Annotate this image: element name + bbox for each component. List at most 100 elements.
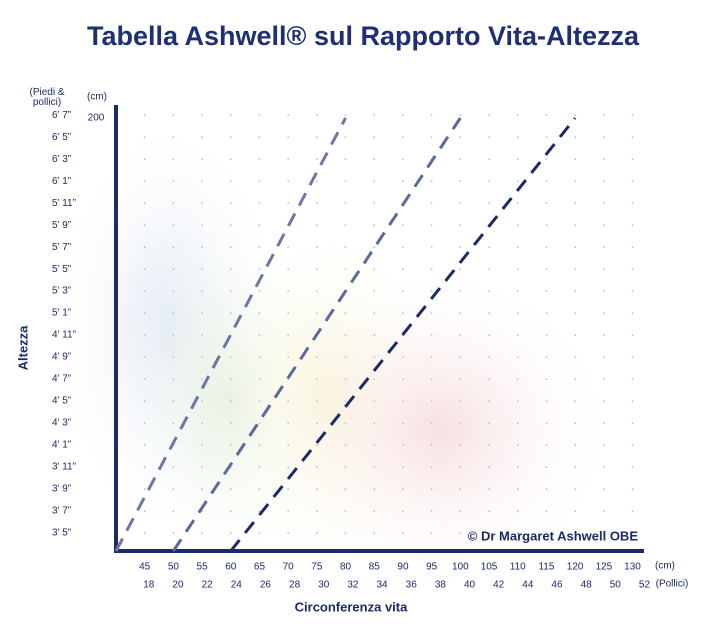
grid-dot xyxy=(459,290,462,293)
grid-dot xyxy=(402,180,404,183)
grid-dot xyxy=(545,488,548,490)
grid-dot xyxy=(631,510,634,512)
grid-dot xyxy=(602,180,605,183)
grid-dot xyxy=(430,488,433,490)
grid-dot xyxy=(430,378,433,380)
grid-dot xyxy=(172,422,175,424)
grid-dot xyxy=(574,158,577,161)
grid-dot xyxy=(315,202,318,205)
grid-dot xyxy=(574,114,577,117)
grid-dot xyxy=(172,224,175,227)
grid-dot xyxy=(631,246,634,249)
grid-dot xyxy=(402,444,404,446)
grid-dot xyxy=(229,510,232,512)
x-tick-label: 120 xyxy=(567,562,584,573)
grid-dot xyxy=(488,356,490,358)
grid-dot xyxy=(602,378,605,380)
x2-tick-label: 18 xyxy=(143,580,155,591)
grid-dot xyxy=(602,224,605,227)
grid-dot xyxy=(373,378,376,380)
grid-dot xyxy=(402,400,404,402)
grid-dot xyxy=(459,268,462,271)
x2-tick-label: 36 xyxy=(406,580,418,591)
grid-dot xyxy=(574,312,577,315)
grid-dot xyxy=(430,114,433,117)
grid-dot xyxy=(315,114,318,117)
grid-dot xyxy=(631,136,634,139)
grid-dot xyxy=(344,180,347,183)
grid-dot xyxy=(459,488,462,490)
x2-tick-label: 28 xyxy=(289,580,301,591)
grid-dot xyxy=(430,268,433,271)
grid-dot xyxy=(430,466,433,468)
grid-dot xyxy=(258,422,261,424)
grid-dot xyxy=(459,180,462,183)
grid-dot xyxy=(172,180,175,183)
grid-dot xyxy=(287,246,290,249)
copyright: © Dr Margaret Ashwell OBE xyxy=(468,528,639,543)
grid-dot xyxy=(459,378,462,380)
grid-dot xyxy=(172,510,175,512)
grid-dot xyxy=(229,180,232,183)
x2-unit-label: (Pollici) xyxy=(656,579,689,590)
grid-dot xyxy=(545,532,548,534)
grid-dot xyxy=(172,488,175,490)
grid-dot xyxy=(631,488,634,490)
y-tick-label: 5’ 9” xyxy=(52,220,71,231)
grid-dot xyxy=(631,202,634,205)
x2-tick-label: 26 xyxy=(260,580,272,591)
x2-tick-label: 24 xyxy=(231,580,243,591)
grid-dot xyxy=(258,312,261,315)
y-tick-label: 3’ 9” xyxy=(52,484,71,495)
grid-dot xyxy=(516,202,519,205)
x-unit-label: (cm) xyxy=(655,561,675,572)
grid-dot xyxy=(229,400,232,402)
grid-dot xyxy=(344,312,347,315)
y-axis-label: Altezza xyxy=(15,325,30,371)
grid-dot xyxy=(315,268,318,271)
grid-dot xyxy=(258,356,261,358)
y-tick-label: 4’ 1” xyxy=(52,440,71,451)
grid-dot xyxy=(201,466,203,468)
grid-dot xyxy=(229,312,232,315)
grid-dot xyxy=(258,400,261,402)
grid-dot xyxy=(602,136,605,139)
grid-dot xyxy=(602,158,605,161)
grid-dot xyxy=(602,444,605,446)
grid-dot xyxy=(229,114,232,117)
grid-dot xyxy=(459,246,462,249)
x2-tick-label: 34 xyxy=(377,580,389,591)
grid-dot xyxy=(344,532,347,534)
grid-dot xyxy=(545,290,548,293)
grid-dot xyxy=(545,422,548,424)
grid-dot xyxy=(315,510,318,512)
y-tick-label: 4’ 3” xyxy=(52,418,71,429)
grid-dot xyxy=(545,400,548,402)
grid-dot xyxy=(430,202,433,205)
grid-dot xyxy=(459,224,462,227)
grid-dot xyxy=(143,202,146,205)
grid-dot xyxy=(602,510,605,512)
grid-dot xyxy=(516,422,519,424)
grid-dot xyxy=(459,114,462,117)
grid-dot xyxy=(574,356,577,358)
x2-tick-label: 46 xyxy=(551,580,563,591)
grid-dot xyxy=(631,158,634,161)
grid-dot xyxy=(315,466,318,468)
grid-dot xyxy=(402,312,404,315)
grid-dot xyxy=(172,158,175,161)
grid-dot xyxy=(201,422,203,424)
grid-dot xyxy=(574,466,577,468)
grid-dot xyxy=(258,246,261,249)
grid-dot xyxy=(229,290,232,293)
grid-dot xyxy=(344,114,347,117)
grid-dot xyxy=(287,136,290,139)
grid-dot xyxy=(574,444,577,446)
grid-dot xyxy=(545,466,548,468)
grid-dot xyxy=(315,356,318,358)
grid-dot xyxy=(373,180,376,183)
grid-dot xyxy=(229,224,232,227)
grid-dot xyxy=(516,246,519,249)
grid-dot xyxy=(516,136,519,139)
grid-dot xyxy=(287,202,290,205)
